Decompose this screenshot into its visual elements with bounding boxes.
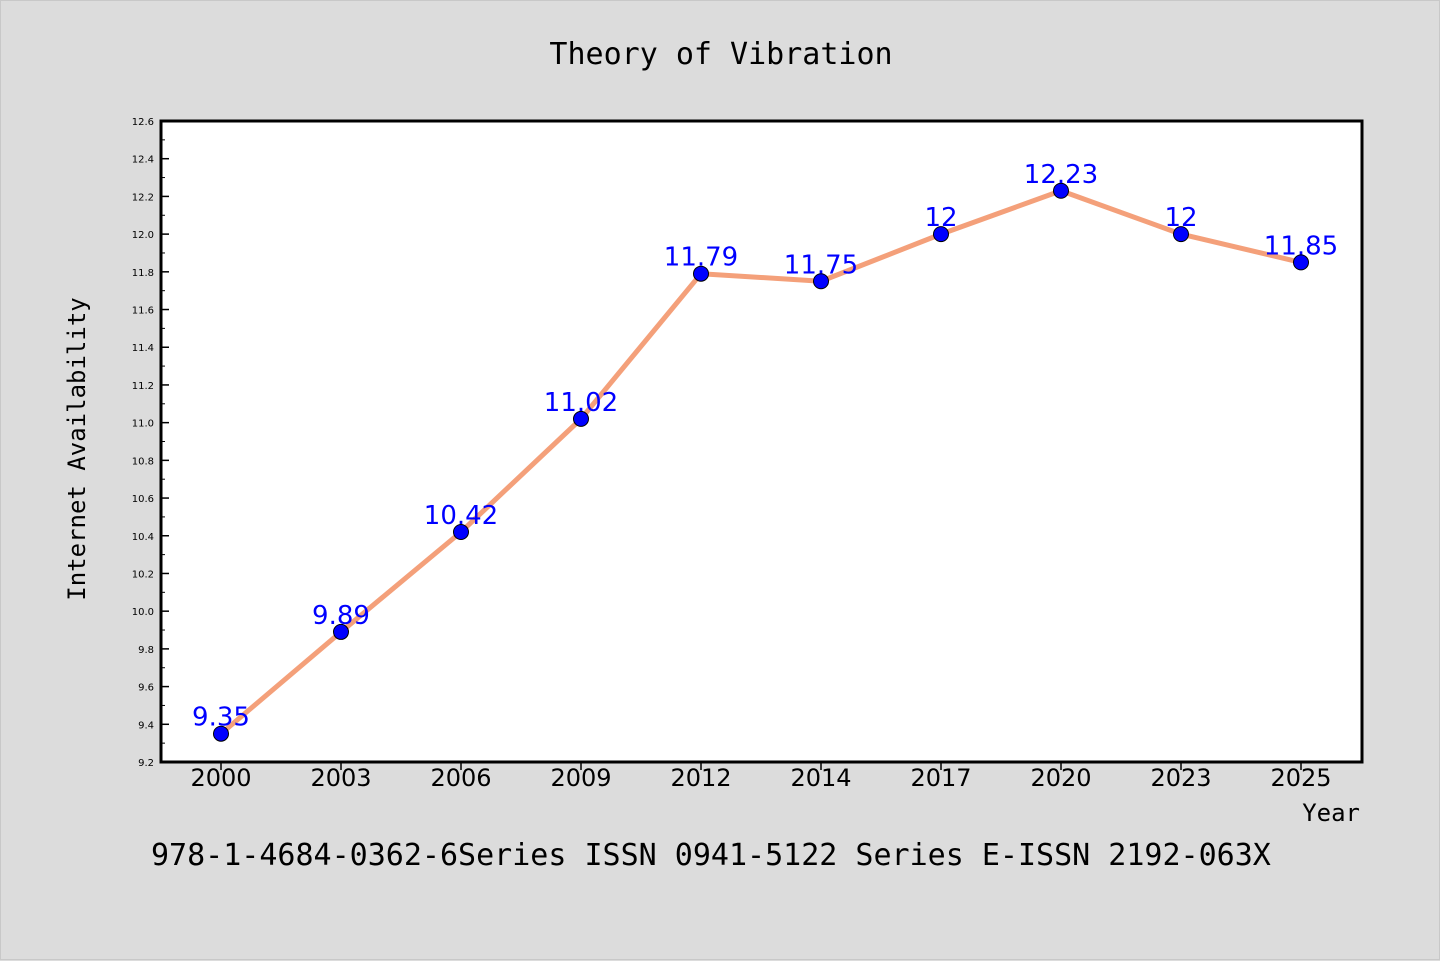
x-axis-label: Year: [1302, 799, 1360, 827]
x-tick-label: 2009: [550, 764, 611, 792]
y-axis: 9.2 9.4 9.6 9.8 10.0 10.2 10.4 10.6 10.8 11.0 11.2…: [132, 117, 169, 769]
x-tick-label: 2006: [430, 764, 491, 792]
data-point: [813, 273, 829, 290]
y-tick-label: 12.2: [132, 192, 154, 203]
data-point: [333, 623, 349, 640]
data-label: 9.35: [192, 703, 250, 733]
y-axis-label: Internet Availability: [63, 297, 91, 600]
x-axis: 2000 2003 2006 2009 2012 2014 2017 2020 2023 2025: [190, 762, 1332, 792]
footer-text: 978-1-4684-0362-6Series ISSN 0941-5122 S…: [151, 838, 1271, 873]
y-tick-label: 11.2: [132, 381, 154, 392]
data-point: [933, 226, 949, 243]
data-point: [1173, 226, 1189, 243]
y-tick-label: 12.4: [132, 155, 154, 166]
data-label: 10.42: [424, 501, 498, 531]
data-label: 9.89: [312, 601, 370, 631]
x-tick-label: 2012: [670, 764, 731, 792]
y-tick-label: 10.4: [132, 532, 154, 543]
y-tick-label: 11.4: [132, 343, 154, 354]
y-tick-label: 9.8: [138, 645, 154, 656]
x-tick-label: 2003: [310, 764, 371, 792]
y-tick-label: 11.8: [132, 268, 154, 279]
data-label: 12.23: [1024, 160, 1098, 190]
series-markers: [213, 182, 1309, 742]
data-label: 11.85: [1264, 231, 1338, 261]
y-tick-label: 10.8: [132, 456, 154, 467]
data-label: 11.79: [664, 243, 738, 273]
data-label: 11.75: [784, 250, 858, 280]
data-label: 12: [924, 203, 957, 233]
y-tick-label: 10.6: [132, 494, 154, 505]
data-point: [213, 725, 229, 742]
series-line: [219, 188, 1302, 736]
y-tick-label: 12.6: [132, 117, 154, 128]
y-tick-label: 9.6: [138, 683, 154, 694]
y-tick-label: 12.0: [132, 230, 154, 241]
data-label: 11.02: [544, 388, 618, 418]
y-tick-label: 10.0: [132, 607, 154, 618]
y-tick-label: 9.4: [138, 720, 154, 731]
y-tick-label: 11.6: [132, 306, 154, 317]
data-point: [1053, 182, 1069, 199]
data-label: 12: [1164, 203, 1197, 233]
data-point: [453, 523, 469, 540]
data-point: [1293, 254, 1309, 271]
y-tick-label: 9.2: [138, 758, 154, 769]
data-point: [573, 410, 589, 427]
x-tick-label: 2023: [1150, 764, 1211, 792]
y-tick-label: 10.2: [132, 569, 154, 580]
x-tick-label: 2025: [1270, 764, 1331, 792]
x-tick-label: 2000: [190, 764, 251, 792]
x-tick-label: 2014: [790, 764, 851, 792]
y-tick-label: 11.0: [132, 419, 154, 430]
data-labels: 9.35 9.89 10.42 11.02 11.79 11.75 12 12.23 12 11.…: [192, 160, 1338, 733]
chart-title: Theory of Vibration: [549, 37, 892, 72]
x-tick-label: 2020: [1030, 764, 1091, 792]
data-point: [693, 265, 709, 282]
x-tick-label: 2017: [910, 764, 971, 792]
